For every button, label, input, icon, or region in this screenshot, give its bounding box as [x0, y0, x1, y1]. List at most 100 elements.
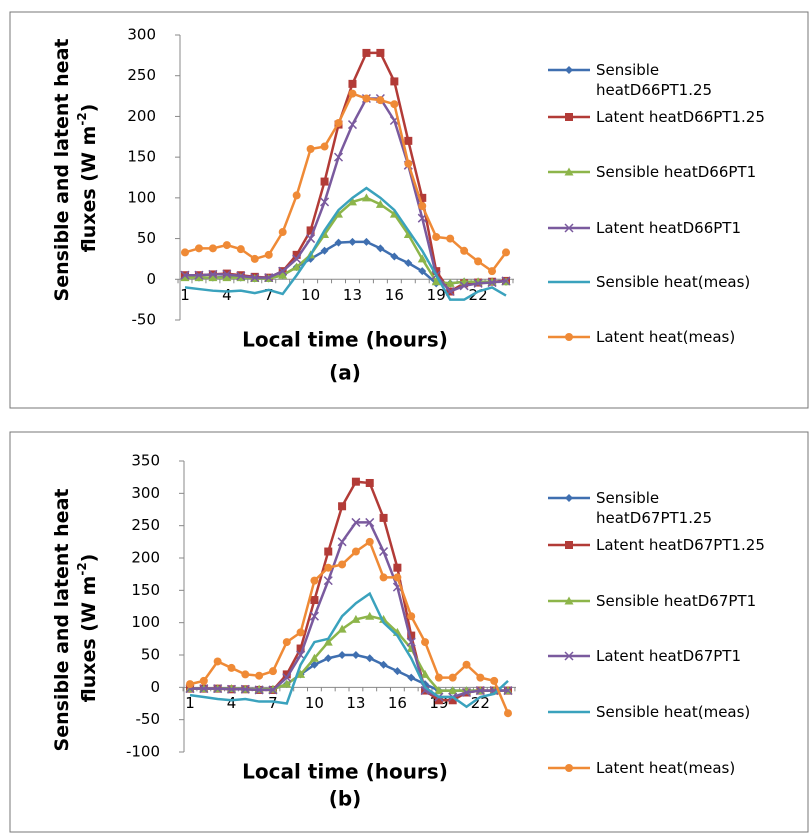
y-tick-label: 50	[141, 646, 160, 664]
legend-marker	[564, 223, 574, 233]
legend-marker	[564, 167, 574, 176]
marker	[222, 273, 232, 282]
series-line	[185, 97, 507, 293]
marker	[432, 232, 441, 241]
y-tick-label: 300	[131, 484, 160, 502]
marker	[292, 262, 302, 271]
series-line	[185, 51, 507, 294]
marker	[226, 684, 237, 694]
marker	[393, 563, 402, 572]
marker	[309, 653, 319, 662]
marker	[254, 685, 264, 695]
marker	[406, 637, 416, 647]
marker	[389, 209, 399, 218]
marker	[362, 237, 371, 246]
marker	[333, 152, 344, 162]
marker	[278, 228, 287, 237]
legend-label: Latent heatD67PT1	[596, 647, 742, 665]
marker	[365, 478, 374, 487]
marker	[227, 663, 236, 672]
marker	[338, 651, 347, 659]
legend-marker	[565, 66, 573, 74]
marker	[351, 477, 360, 486]
marker	[320, 142, 329, 151]
y-tick-label: 100	[127, 188, 156, 206]
marker	[334, 118, 343, 127]
marker	[241, 670, 250, 679]
marker	[375, 199, 385, 208]
marker	[376, 244, 385, 253]
marker	[407, 612, 416, 621]
marker	[268, 685, 278, 695]
marker	[320, 177, 329, 186]
marker	[199, 684, 209, 694]
marker	[278, 266, 288, 276]
marker	[199, 676, 208, 685]
marker	[431, 277, 441, 286]
marker	[296, 669, 306, 678]
y-axis-title: Sensible and latent heat fluxes (W m-2)	[51, 489, 100, 752]
marker	[418, 202, 427, 210]
marker	[462, 660, 471, 669]
x-tick-label: 13	[346, 694, 365, 712]
marker	[490, 676, 499, 685]
series-line	[190, 521, 508, 699]
marker	[255, 671, 264, 680]
marker	[461, 687, 472, 698]
marker	[417, 213, 427, 223]
legend-label: Sensible heatD67PT1.25	[596, 489, 713, 527]
y-axis-title-end: )	[78, 104, 100, 113]
marker	[404, 259, 413, 267]
marker	[306, 234, 316, 244]
x-tick-label: 16	[388, 694, 407, 712]
marker	[278, 270, 288, 279]
marker	[208, 269, 218, 279]
marker	[390, 77, 399, 86]
marker	[208, 273, 218, 282]
marker	[390, 100, 399, 109]
y-tick-label: 0	[146, 270, 156, 288]
marker	[460, 246, 469, 255]
marker	[236, 271, 246, 281]
series-line	[189, 591, 509, 709]
marker	[379, 614, 389, 623]
x-tick-label: 4	[227, 694, 237, 712]
x-tick-label: 13	[343, 286, 362, 304]
y-tick-label: -50	[132, 311, 157, 329]
marker	[334, 209, 344, 218]
marker	[194, 273, 204, 282]
chart: -100-50050100150200250300350147101316192…	[9, 431, 809, 833]
y-tick-label: 100	[131, 613, 160, 631]
marker	[379, 513, 388, 522]
marker	[347, 120, 358, 130]
series-line	[190, 653, 508, 692]
marker	[365, 537, 374, 546]
marker	[365, 654, 374, 663]
legend-marker	[565, 494, 573, 502]
legend-marker	[565, 333, 573, 341]
y-tick-label: 250	[131, 516, 160, 534]
marker	[348, 79, 357, 88]
marker	[347, 197, 357, 206]
marker	[434, 686, 444, 695]
marker	[404, 159, 413, 168]
chart-frame	[9, 11, 809, 409]
chart-label: (a)	[329, 361, 361, 385]
marker	[376, 48, 385, 57]
marker	[407, 673, 416, 682]
marker	[448, 673, 457, 682]
y-axis-title-line: fluxes (W m	[78, 126, 100, 253]
y-tick-label: 200	[131, 549, 160, 567]
marker	[296, 628, 305, 637]
marker	[351, 517, 361, 527]
marker	[418, 267, 427, 276]
y-axis-title-line: fluxes (W m	[78, 576, 100, 703]
marker	[194, 244, 203, 253]
marker	[320, 197, 330, 207]
legend-label: Latent heat(meas)	[596, 759, 736, 777]
marker	[445, 278, 455, 287]
y-axis-title-line: Sensible and latent heat	[51, 489, 73, 752]
